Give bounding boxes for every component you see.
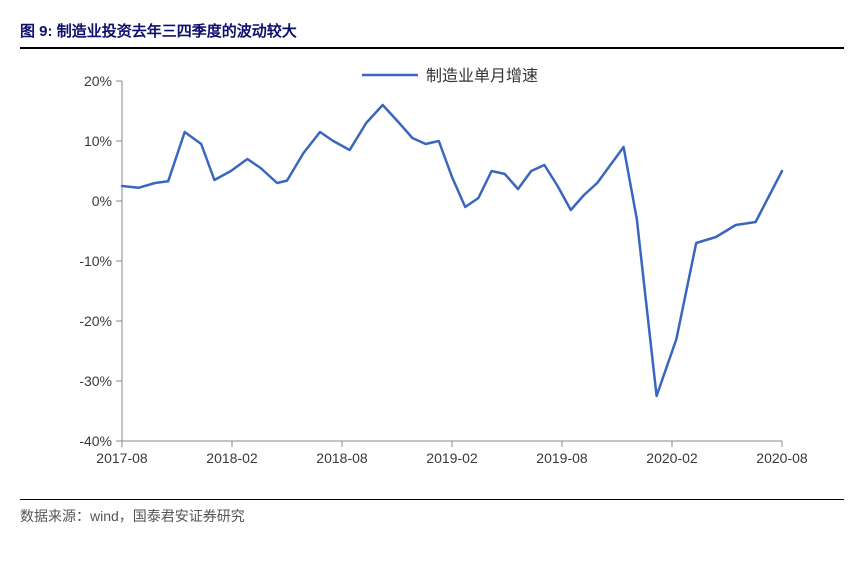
svg-text:-30%: -30% xyxy=(79,373,112,389)
bottom-rule: 数据来源：wind，国泰君安证券研究 xyxy=(20,499,844,526)
chart-area: 20% 10% 0% -10% -20% -30% -40%2017-08 2018-02 20… xyxy=(52,61,812,491)
svg-text:2019-08: 2019-08 xyxy=(536,450,588,466)
svg-text:2018-02: 2018-02 xyxy=(206,450,258,466)
svg-text:制造业单月增速: 制造业单月增速 xyxy=(426,67,538,85)
svg-text:2018-08: 2018-08 xyxy=(316,450,368,466)
svg-text:2019-02: 2019-02 xyxy=(426,450,478,466)
svg-text:10%: 10% xyxy=(84,133,112,149)
source-line: 数据来源：wind，国泰君安证券研究 xyxy=(20,506,844,526)
svg-text:2020-02: 2020-02 xyxy=(646,450,698,466)
figure-title-text: 制造业投资去年三四季度的波动较大 xyxy=(57,23,297,40)
figure-label-prefix: 图 9: xyxy=(20,23,53,40)
figure-title: 图 9: 制造业投资去年三四季度的波动较大 xyxy=(20,20,844,49)
svg-text:2020-08: 2020-08 xyxy=(756,450,808,466)
svg-text:0%: 0% xyxy=(92,193,112,209)
svg-text:-40%: -40% xyxy=(79,433,112,449)
svg-text:-10%: -10% xyxy=(79,253,112,269)
svg-text:-20%: -20% xyxy=(79,313,112,329)
svg-text:20%: 20% xyxy=(84,73,112,89)
line-chart-svg: 20% 10% 0% -10% -20% -30% -40%2017-08 2018-02 20… xyxy=(52,61,812,491)
svg-text:2017-08: 2017-08 xyxy=(96,450,148,466)
source-text: 数据来源：wind，国泰君安证券研究 xyxy=(20,508,245,524)
